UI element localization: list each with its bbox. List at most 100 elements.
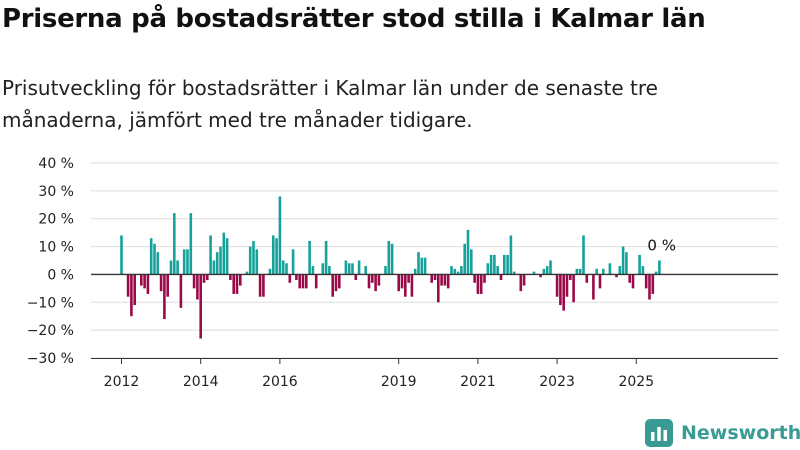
bar <box>532 271 536 275</box>
bar <box>275 238 278 275</box>
y-tick-label: 20 % <box>38 212 74 228</box>
bar <box>130 274 133 317</box>
bar <box>140 274 143 286</box>
bar <box>638 254 641 275</box>
bar <box>202 274 206 283</box>
bar <box>371 274 374 283</box>
x-tick-label: 2014 <box>183 374 219 390</box>
bar <box>562 274 565 311</box>
bar <box>440 274 443 286</box>
bar <box>143 274 146 289</box>
bar <box>417 252 420 275</box>
bar <box>486 263 490 275</box>
bar <box>404 274 407 297</box>
bar <box>272 235 275 275</box>
bar <box>450 266 453 275</box>
bar <box>159 274 163 292</box>
bar <box>285 263 288 275</box>
bar <box>328 266 331 275</box>
bar <box>239 274 242 286</box>
bar <box>305 274 308 289</box>
bar <box>367 274 371 289</box>
bar <box>377 274 381 286</box>
bar <box>463 243 466 275</box>
bar <box>133 274 136 306</box>
bar <box>621 246 625 275</box>
bar <box>519 274 523 292</box>
bar <box>496 266 499 275</box>
bar <box>433 274 437 280</box>
bar <box>499 274 503 280</box>
bar <box>351 263 354 275</box>
bar <box>483 274 486 283</box>
bar <box>229 274 232 280</box>
bar <box>192 274 196 289</box>
bar <box>225 238 229 275</box>
bar <box>215 252 219 275</box>
bar <box>479 274 483 294</box>
bar <box>413 268 417 275</box>
y-tick-label: 0 % <box>47 267 74 283</box>
bar <box>173 213 176 275</box>
bar <box>288 274 292 283</box>
brand-name: Newsworthy <box>681 422 800 444</box>
bar <box>179 274 183 308</box>
bar <box>598 274 602 289</box>
bar <box>149 238 153 275</box>
x-tick-label: 2019 <box>381 374 417 390</box>
bar <box>291 249 295 275</box>
bar <box>407 274 410 283</box>
bar <box>549 260 552 275</box>
bar <box>212 260 216 275</box>
bar <box>153 243 156 275</box>
y-tick-label: 40 % <box>38 156 74 172</box>
bar <box>509 235 513 275</box>
bar <box>338 274 341 289</box>
bar <box>453 268 457 275</box>
bar <box>578 268 582 275</box>
y-tick-label: −30 % <box>27 351 74 367</box>
bar <box>156 252 160 275</box>
bar <box>437 274 440 303</box>
x-tick-label: 2012 <box>104 374 140 390</box>
bar <box>334 274 338 292</box>
bar <box>503 254 506 275</box>
bar <box>374 274 377 292</box>
bar <box>582 235 585 275</box>
bar <box>278 196 282 275</box>
bar <box>357 260 361 275</box>
bar <box>443 274 447 286</box>
y-tick-label: −20 % <box>27 323 74 339</box>
bar <box>209 235 212 275</box>
bar <box>347 263 351 275</box>
bar <box>572 274 575 303</box>
bar <box>196 274 199 300</box>
bar <box>602 268 605 275</box>
bar <box>446 274 450 289</box>
y-tick-label: 30 % <box>38 184 74 200</box>
bar <box>489 254 493 275</box>
bar <box>595 268 598 275</box>
bar <box>390 243 394 275</box>
bar <box>219 246 222 275</box>
bar <box>555 274 559 297</box>
bar <box>512 271 516 275</box>
chart-subtitle: Prisutveckling för bostadsrätter i Kalma… <box>2 76 658 132</box>
last-value-label: 0 % <box>647 237 676 255</box>
bar <box>400 274 404 289</box>
bar <box>387 241 391 275</box>
bar <box>314 274 318 289</box>
bar <box>542 268 546 275</box>
x-axis: 2012 2014 2016 2019 2021 2023 2025 <box>91 358 778 390</box>
bar <box>615 274 618 278</box>
bar <box>301 274 305 289</box>
x-tick-label: 2023 <box>539 374 575 390</box>
bar <box>569 274 572 280</box>
y-axis-tick-labels: −30 % −20 % −10 % 0 % 10 % 20 % 30 % 40 % <box>27 156 74 367</box>
bar <box>641 266 645 275</box>
bar <box>423 257 427 275</box>
bar <box>232 274 235 294</box>
bar <box>559 274 562 306</box>
bar <box>430 274 433 283</box>
